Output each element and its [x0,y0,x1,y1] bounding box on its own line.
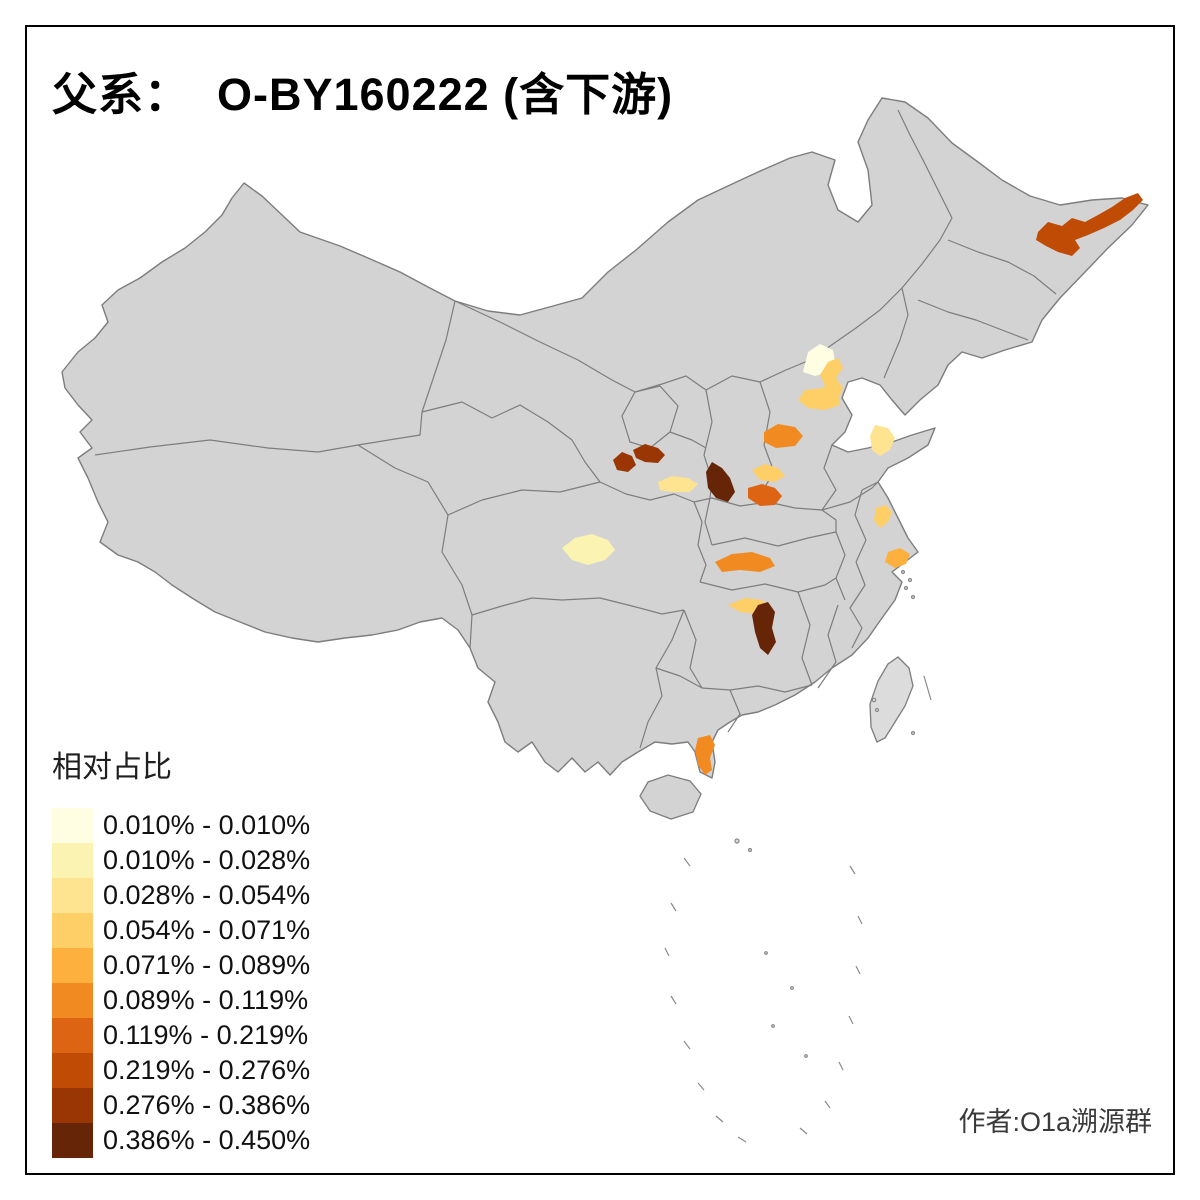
legend-label: 0.071% - 0.089% [103,950,311,980]
legend-item: 0.054% - 0.071% [52,913,310,948]
legend-swatch [52,1018,93,1053]
province-borders [94,109,1057,749]
legend-swatch [52,1053,93,1088]
legend-swatch [52,948,93,983]
region-northeast-heilongjiang [1036,193,1143,256]
region-shanxi-southeast [752,464,785,482]
taiwan-island [869,656,914,743]
region-gansu-east [633,444,665,463]
region-hebei-southwest [764,424,803,448]
sea-islets [664,569,932,1143]
china-mainland [61,97,1149,779]
legend-label: 0.028% - 0.054% [103,880,311,910]
highlighted-regions [562,193,1143,775]
legend-swatch [52,808,93,843]
legend-swatch [52,1123,93,1158]
legend-label: 0.386% - 0.450% [103,1125,311,1155]
legend-label: 0.089% - 0.119% [103,985,309,1015]
legend: 相对占比 0.010% - 0.010% 0.010% - 0.028% 0.0… [52,742,310,1158]
region-gansu-west [613,452,636,472]
legend-swatch [52,983,93,1018]
legend-label: 0.276% - 0.386% [103,1090,311,1120]
legend-item: 0.386% - 0.450% [52,1123,310,1158]
legend-item: 0.028% - 0.054% [52,878,310,913]
region-guangdong-leizhou [695,735,715,775]
legend-item: 0.010% - 0.028% [52,843,310,878]
author-credit: 作者:O1a溯源群 [958,1107,1152,1137]
region-henan-north [748,484,782,506]
legend-item: 0.219% - 0.276% [52,1053,310,1088]
region-hebei-central [798,388,840,410]
legend-label: 0.054% - 0.071% [103,915,311,945]
legend-item: 0.276% - 0.386% [52,1088,310,1123]
region-shanxi-south [706,462,735,502]
region-shandong-peninsula [870,425,895,456]
legend-item: 0.071% - 0.089% [52,948,310,983]
legend-label: 0.010% - 0.028% [103,845,311,875]
legend-swatch [52,878,93,913]
region-gansu-southeast [658,476,698,492]
legend-title: 相对占比 [52,751,172,784]
region-hubei-south [715,552,775,572]
legend-label: 0.119% - 0.219% [103,1020,309,1050]
hainan-island [639,774,702,820]
legend-item: 0.089% - 0.119% [52,983,310,1018]
legend-label: 0.219% - 0.276% [103,1055,311,1085]
legend-swatch [52,843,93,878]
map-title: 父系： O-BY160222 (含下游) [52,69,674,120]
region-jiangsu-central [874,505,892,528]
figure-frame [25,25,1175,1175]
legend-swatch [52,913,93,948]
region-sichuan-chengdu [562,534,615,565]
legend-item: 0.119% - 0.219% [52,1018,310,1053]
legend-label: 0.010% - 0.010% [103,810,311,840]
region-jiangsu-south [885,548,910,568]
region-hunan-central [752,602,776,655]
legend-swatch [52,1088,93,1123]
legend-item: 0.010% - 0.010% [52,808,310,843]
